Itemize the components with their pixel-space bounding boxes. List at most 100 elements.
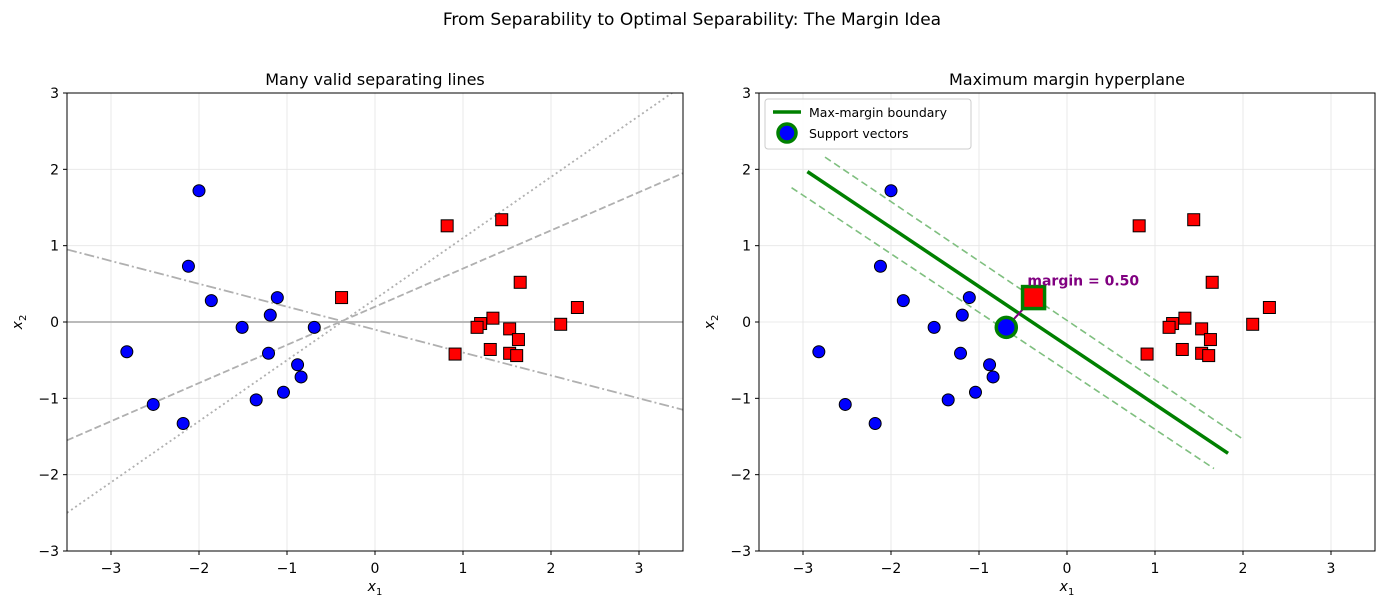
support-vector-square [1020,284,1047,311]
data-point-circle [262,346,276,360]
data-point-circle [941,393,955,407]
x-tick-label: −2 [189,561,210,577]
data-point-circle [896,294,910,308]
data-point-square [495,213,509,227]
x-tick-label: −2 [881,561,902,577]
data-point-square [1262,300,1276,314]
data-point-circle [955,308,969,322]
y-tick-label: −1 [38,391,59,407]
x-axis-label: x1 [1059,579,1075,598]
x-tick-label: −3 [101,561,122,577]
data-point-circle [120,345,134,359]
data-point-square [440,219,454,233]
y-axis-label: x2 [702,315,721,331]
y-tick-label: 3 [742,86,751,102]
y-tick-label: −2 [730,468,751,484]
x-tick-label: 2 [1239,561,1248,577]
data-point-circle [868,417,882,431]
data-point-circle [181,259,195,273]
data-point-circle [927,320,941,334]
y-tick-label: −2 [38,468,59,484]
x-axis-label: x1 [367,579,383,598]
data-point-square [1162,320,1176,334]
data-point-square [483,342,497,356]
data-point-square [1175,342,1189,356]
data-point-square [1246,317,1260,331]
data-point-circle [176,417,190,431]
data-point-square [335,291,349,305]
candidate-separating-line [67,172,683,442]
axes-title: Many valid separating lines [265,70,485,89]
x-tick-label: 3 [635,561,644,577]
max-margin-boundary [806,170,1230,455]
legend-label: Max-margin boundary [809,105,948,120]
data-point-square [570,300,584,314]
chart-panel-left: −3 −2 −1 0 1 2 3 −3 −2 −1 0 1 2 3 Many valid separatin… [10,70,684,598]
data-point-square [1202,349,1216,363]
legend-support-swatch [776,122,798,144]
y-tick-label: 2 [50,162,59,178]
plot-area [791,156,1276,470]
data-point-square [513,275,527,289]
x-tick-label: 2 [547,561,556,577]
y-tick-label: −1 [730,391,751,407]
x-tick-label: 0 [1063,561,1072,577]
data-point-circle [884,184,898,198]
y-tick-label: 0 [742,315,751,331]
y-tick-label: −3 [730,544,751,560]
support-vector-circle [994,315,1019,340]
data-point-circle [986,370,1000,384]
y-axis-label: x2 [10,315,29,331]
x-tick-label: −1 [969,561,990,577]
data-point-circle [294,370,308,384]
data-point-circle [983,358,997,372]
data-point-circle [249,393,263,407]
legend-box [764,98,972,150]
figure-suptitle: From Separability to Optimal Separabilit… [443,10,941,30]
x-tick-label: 3 [1327,561,1336,577]
chart-panel-right: margin = 0.50 −3 −2 −1 0 1 2 3 −3 −2 −1 0 1 2 3 Maximum… [702,70,1376,598]
margin-annotation: margin = 0.50 [1027,273,1139,289]
data-point-circle [873,259,887,273]
data-point-circle [192,184,206,198]
candidate-separating-line [67,248,683,411]
y-tick-label: 0 [50,315,59,331]
data-point-circle [307,320,321,334]
data-point-square [1132,219,1146,233]
data-point-circle [954,346,968,360]
data-point-square [1178,311,1192,325]
data-point-circle [291,358,305,372]
data-point-circle [204,294,218,308]
data-point-circle [968,385,982,399]
data-point-square [554,317,568,331]
legend-label: Support vectors [809,126,909,141]
data-point-square [486,311,500,325]
data-point-square [503,322,517,336]
data-point-circle [276,385,290,399]
data-point-square [448,347,462,361]
x-tick-label: 1 [1151,561,1160,577]
x-tick-label: 0 [371,561,380,577]
margin-line-upper [824,156,1242,439]
data-point-square [510,349,524,363]
data-point-square [1205,275,1219,289]
data-point-square [1203,333,1217,347]
data-point-square [1140,347,1154,361]
y-tick-label: 2 [742,162,751,178]
data-point-circle [263,308,277,322]
plot-area [67,93,683,514]
data-point-square [470,320,484,334]
y-tick-label: −3 [38,544,59,560]
data-point-square [1187,213,1201,227]
x-tick-label: −3 [793,561,814,577]
data-point-circle [235,320,249,334]
data-point-square [1195,322,1209,336]
data-point-square [511,333,525,347]
y-tick-label: 1 [742,239,751,255]
x-tick-label: 1 [459,561,468,577]
data-point-circle [146,397,160,411]
y-tick-label: 1 [50,239,59,255]
x-tick-label: −1 [277,561,298,577]
y-tick-label: 3 [50,86,59,102]
